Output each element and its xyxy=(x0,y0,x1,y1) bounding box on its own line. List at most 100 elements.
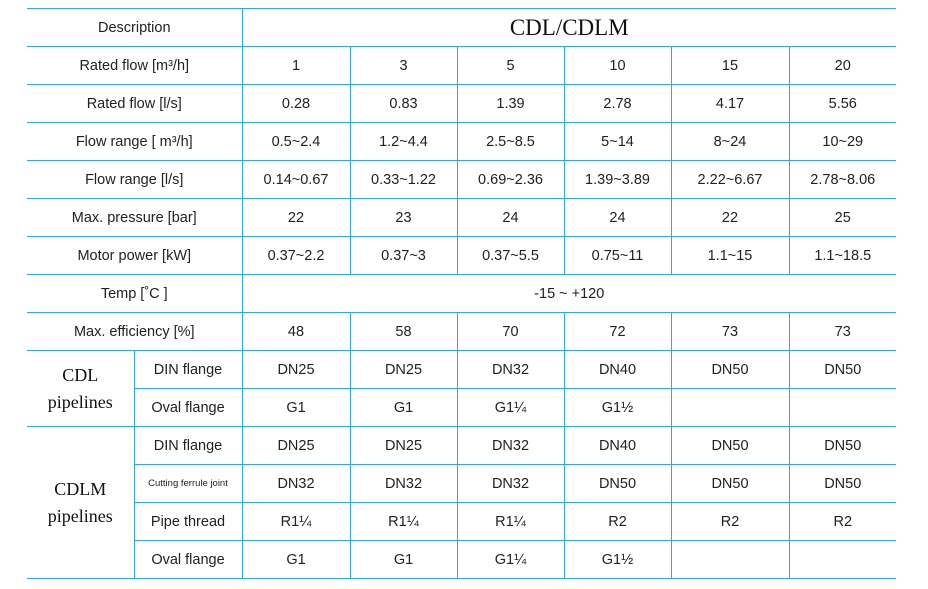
table-cell: 0.83 xyxy=(349,84,458,123)
group-label-line: pipelines xyxy=(47,391,113,412)
table-cell: 22 xyxy=(670,198,790,237)
table-cell: 22 xyxy=(241,198,351,237)
table-cell: 58 xyxy=(349,312,458,351)
table-row: Flow range [ m³/h] 0.5~2.4 1.2~4.4 2.5~8… xyxy=(27,122,896,161)
table-row: Max. pressure [bar] 22 23 24 24 22 25 xyxy=(27,198,896,237)
row-label: DIN flange xyxy=(133,426,243,465)
table-row: CDLM pipelines DIN flange DN25 DN25 DN32… xyxy=(27,426,896,579)
table-row: CDL pipelines DIN flange DN25 DN25 DN32 … xyxy=(27,350,896,427)
table-cell: 1.1~15 xyxy=(670,236,790,275)
cdlm-group-label: CDLM pipelines xyxy=(27,426,135,579)
table-cell: 0.37~3 xyxy=(349,236,458,275)
table-cell: G1 xyxy=(241,388,351,427)
table-cell: DN25 xyxy=(241,426,351,465)
table-cell: DN32 xyxy=(349,464,458,503)
table-cell: DN50 xyxy=(670,464,790,503)
table-cell xyxy=(788,388,896,427)
table-cell: 1.39~3.89 xyxy=(563,160,672,199)
table-cell: G1¼ xyxy=(456,540,565,579)
table-cell: 0.5~2.4 xyxy=(241,122,351,161)
table-cell: 24 xyxy=(456,198,565,237)
table-cell: 5~14 xyxy=(563,122,672,161)
row-label: Cutting ferrule joint xyxy=(134,464,243,503)
table-cell: R1¼ xyxy=(456,502,565,541)
description-header: Description xyxy=(27,8,243,47)
table-cell: DN32 xyxy=(456,426,565,465)
series-title: CDL/CDLM xyxy=(241,8,896,47)
table-cell: 2.5~8.5 xyxy=(456,122,565,161)
row-label: Flow range [ m³/h] xyxy=(27,122,243,161)
cdl-group-label: CDL pipelines xyxy=(27,350,135,427)
table-cell: 4.17 xyxy=(670,84,790,123)
table-cell: G1½ xyxy=(563,540,672,579)
table-cell: 2.78 xyxy=(563,84,672,123)
table-cell: DN25 xyxy=(349,350,458,389)
table-row: Rated flow [m³/h] 1 3 5 10 15 20 xyxy=(27,46,896,85)
table-cell: 0.33~1.22 xyxy=(349,160,458,199)
table-cell: 2.22~6.67 xyxy=(670,160,790,199)
table-cell: DN25 xyxy=(349,426,458,465)
table-cell: R2 xyxy=(788,502,896,541)
spec-table: Description CDL/CDLM Rated flow [m³/h] 1… xyxy=(27,8,896,579)
table-cell: R2 xyxy=(670,502,790,541)
table-cell: 0.75~11 xyxy=(563,236,672,275)
row-label: Rated flow [m³/h] xyxy=(27,46,243,85)
row-label: Max. efficiency [%] xyxy=(27,312,243,351)
header-row: Description CDL/CDLM xyxy=(27,8,896,47)
table-cell: R1¼ xyxy=(349,502,458,541)
table-cell: DN50 xyxy=(670,350,790,389)
group-label-line: pipelines xyxy=(47,505,113,526)
table-cell: 1.1~18.5 xyxy=(788,236,896,275)
row-label: Oval flange xyxy=(134,388,243,427)
table-cell: DN40 xyxy=(563,350,672,389)
table-cell: 0.28 xyxy=(241,84,351,123)
table-cell: 0.37~2.2 xyxy=(241,236,351,275)
temp-row: Temp [˚C ] -15 ~ +120 xyxy=(27,274,896,313)
table-cell xyxy=(670,540,790,579)
table-cell: 1.39 xyxy=(456,84,565,123)
table-cell: 5 xyxy=(456,46,565,85)
table-cell: DN50 xyxy=(563,464,672,503)
table-cell: 48 xyxy=(241,312,351,351)
row-label: Pipe thread xyxy=(134,502,243,541)
table-cell: DN50 xyxy=(788,464,896,503)
table-cell: DN25 xyxy=(241,350,351,389)
table-cell: 73 xyxy=(788,312,896,351)
table-cell: 23 xyxy=(349,198,458,237)
table-cell: 0.69~2.36 xyxy=(456,160,565,199)
table-row: Max. efficiency [%] 48 58 70 72 73 73 xyxy=(27,312,896,351)
row-label: Rated flow [l/s] xyxy=(27,84,243,123)
table-cell: DN32 xyxy=(241,464,351,503)
table-cell: 24 xyxy=(563,198,672,237)
table-cell: DN32 xyxy=(456,464,565,503)
table-row: Rated flow [l/s] 0.28 0.83 1.39 2.78 4.1… xyxy=(27,84,896,123)
table-cell: DN32 xyxy=(456,350,565,389)
table-cell: 73 xyxy=(670,312,790,351)
table-cell: 10~29 xyxy=(788,122,896,161)
table-cell: DN50 xyxy=(788,426,896,465)
table-cell: 10 xyxy=(563,46,672,85)
group-label-line: CDL xyxy=(62,364,99,385)
table-cell: R2 xyxy=(563,502,672,541)
row-label: Oval flange xyxy=(134,540,243,579)
table-cell: 0.37~5.5 xyxy=(456,236,565,275)
table-cell: R1¼ xyxy=(241,502,351,541)
row-label: Max. pressure [bar] xyxy=(27,198,243,237)
table-cell: G1 xyxy=(349,540,458,579)
table-cell: 72 xyxy=(563,312,672,351)
group-label-line: CDLM xyxy=(54,478,107,499)
table-cell: 15 xyxy=(670,46,790,85)
table-cell: 8~24 xyxy=(670,122,790,161)
table-cell: G1½ xyxy=(563,388,672,427)
table-cell: G1¼ xyxy=(456,388,565,427)
table-row: Cutting ferrule joint DN32 DN32 DN32 DN5… xyxy=(27,464,896,503)
table-cell: 5.56 xyxy=(788,84,896,123)
table-cell: 25 xyxy=(788,198,896,237)
row-label: Flow range [l/s] xyxy=(27,160,243,199)
row-label: Temp [˚C ] xyxy=(27,274,243,313)
table-cell: G1 xyxy=(241,540,351,579)
table-cell: 0.14~0.67 xyxy=(241,160,351,199)
table-row: Oval flange G1 G1 G1¼ G1½ xyxy=(27,540,896,579)
table-cell: 1.2~4.4 xyxy=(349,122,458,161)
temp-value: -15 ~ +120 xyxy=(241,274,896,313)
